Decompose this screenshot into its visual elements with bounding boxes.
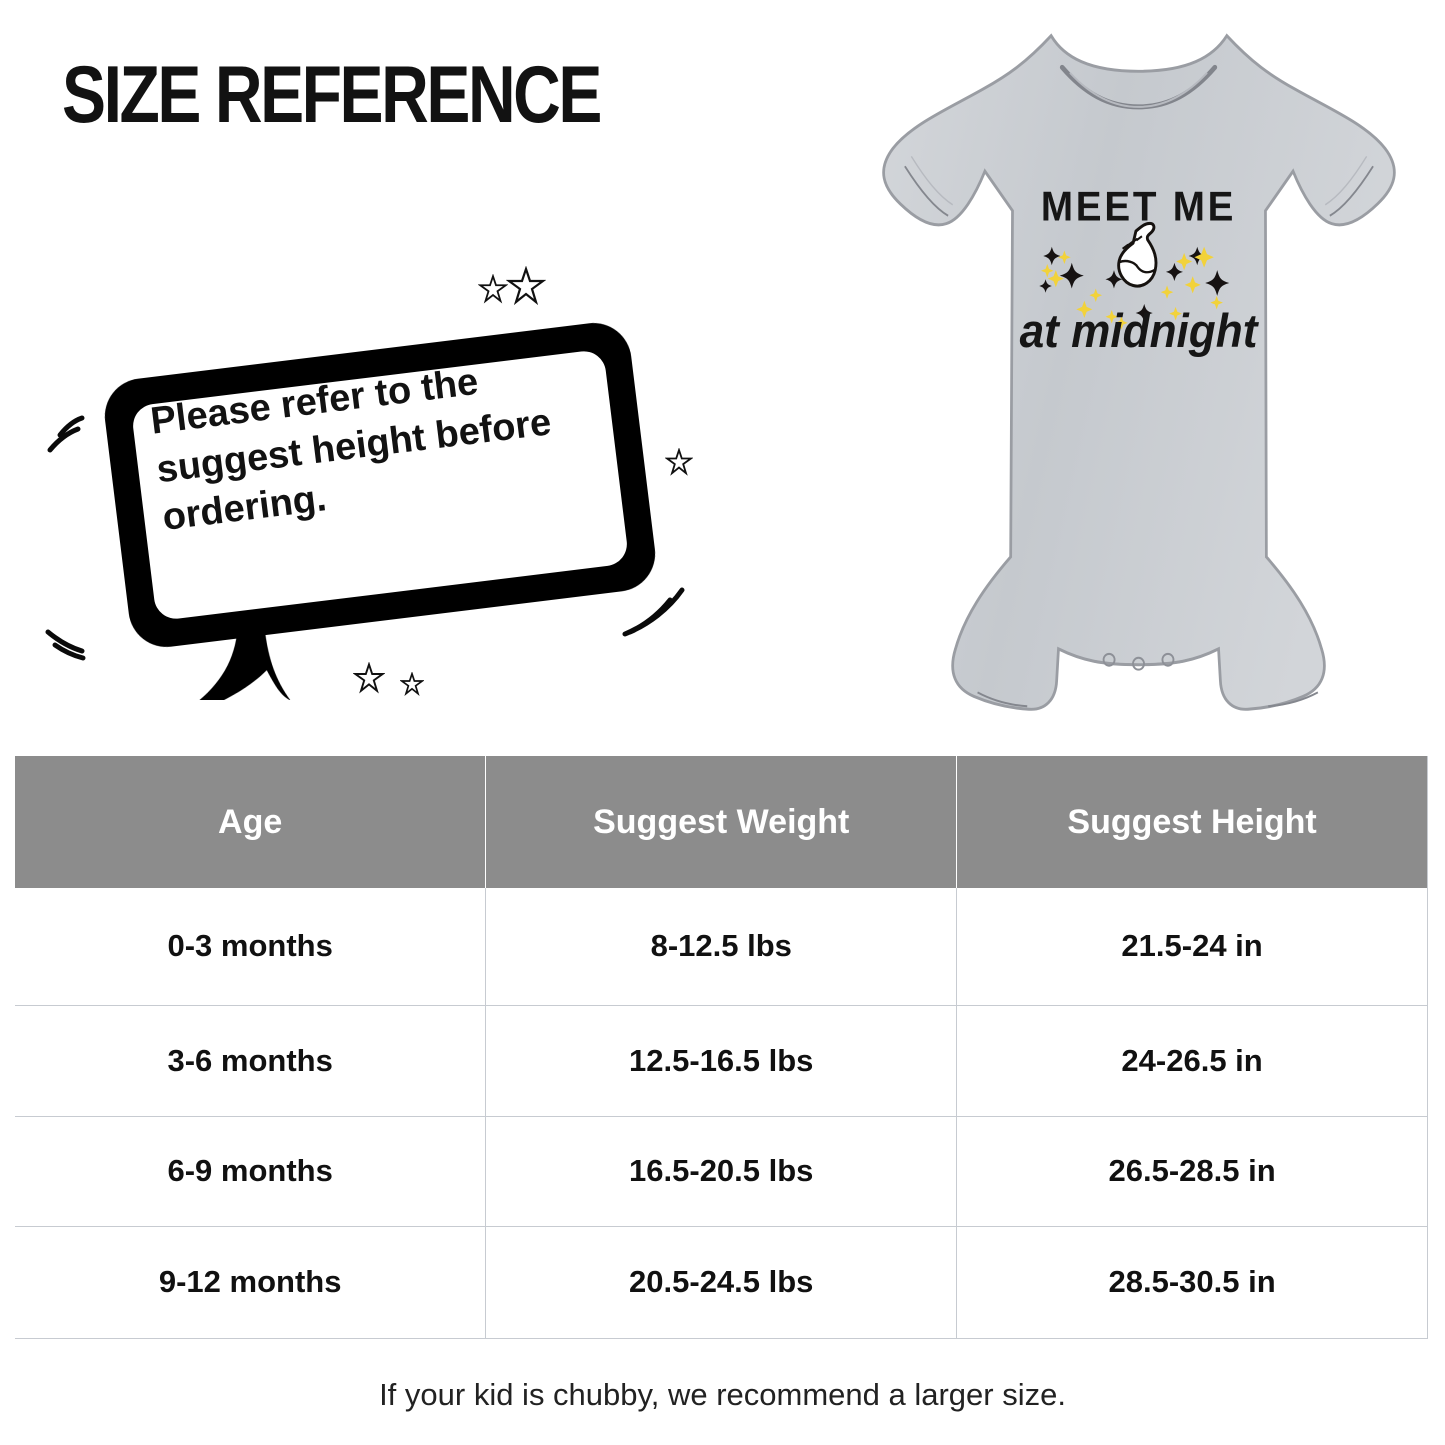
svg-text:MEET ME: MEET ME <box>1041 184 1236 230</box>
svg-text:at midnight: at midnight <box>1020 305 1259 358</box>
